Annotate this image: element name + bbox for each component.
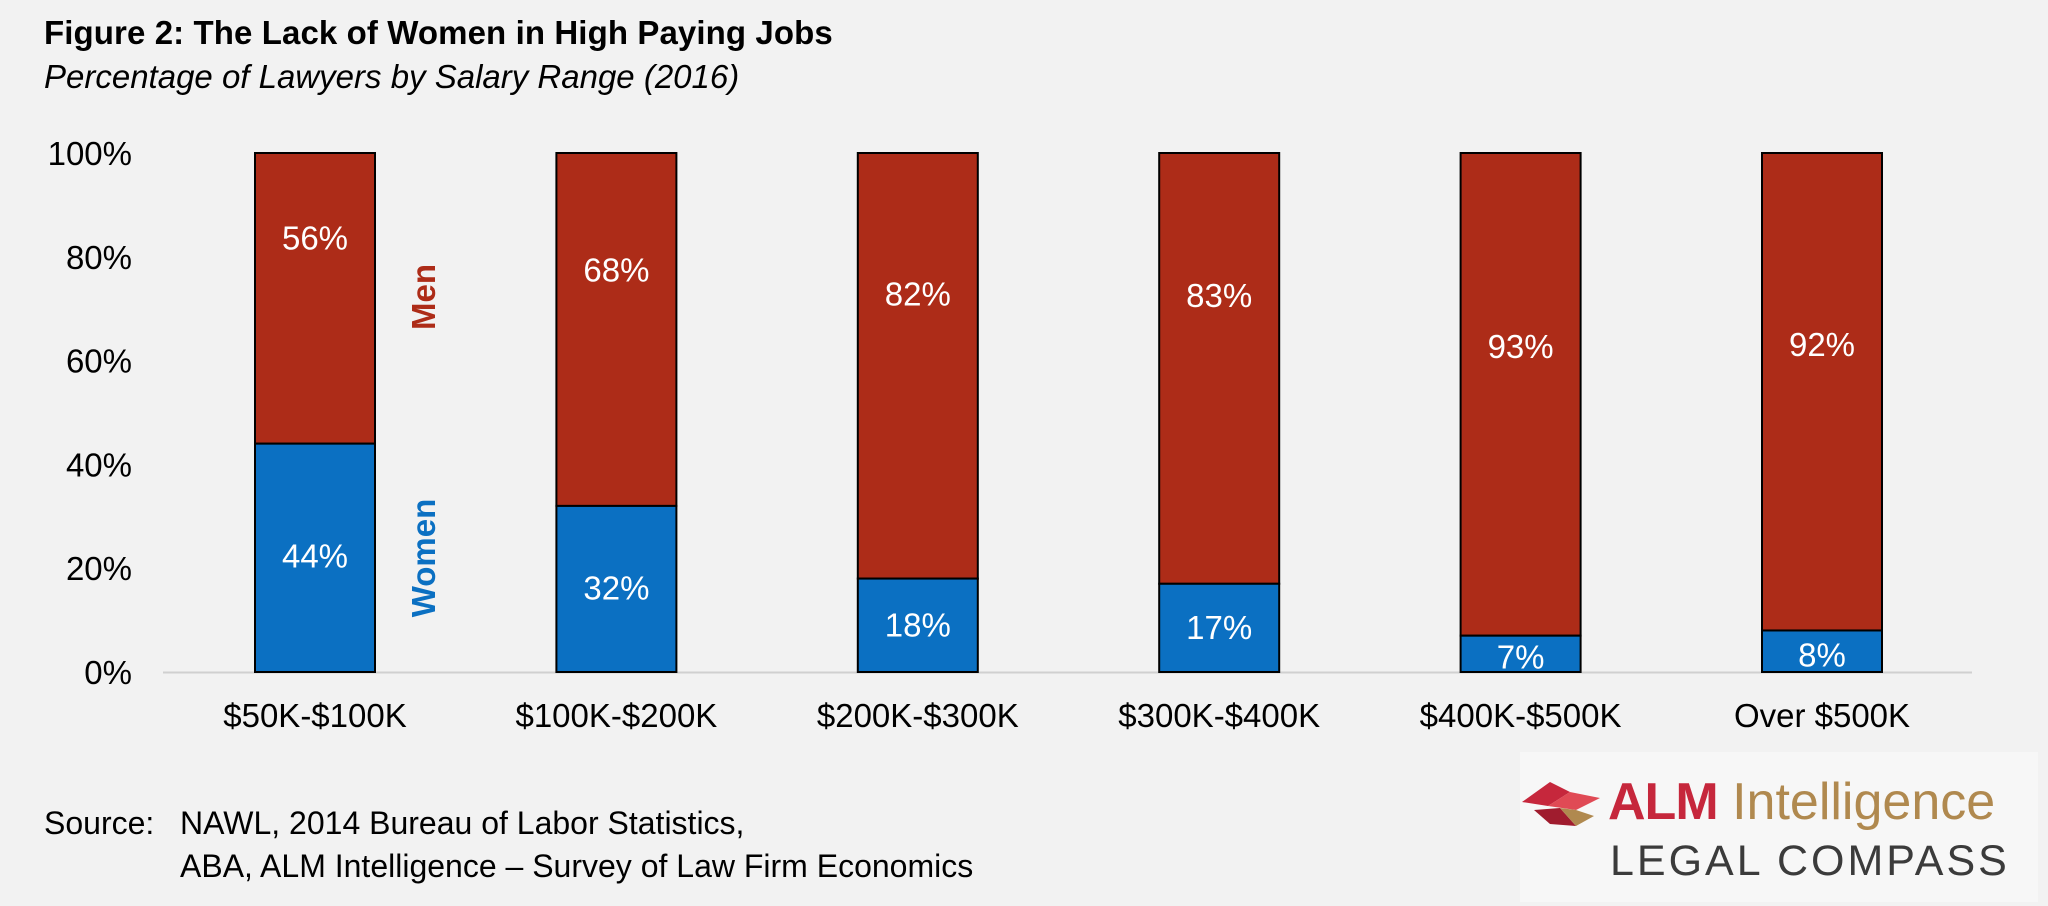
chart-subtitle: Percentage of Lawyers by Salary Range (2… <box>44 58 740 95</box>
bar-men <box>856 152 979 580</box>
series-label-women: Women <box>405 499 442 618</box>
y-tick-label: 40% <box>66 446 132 483</box>
bar-women <box>254 442 376 674</box>
data-label-women: 7% <box>1497 639 1545 676</box>
y-tick-label: 80% <box>66 239 132 276</box>
bar-women <box>555 504 678 674</box>
x-tick-label: $200K-$300K <box>817 697 1019 734</box>
source-line-1: NAWL, 2014 Bureau of Labor Statistics, <box>180 805 745 841</box>
data-label-men: 68% <box>583 251 649 288</box>
bar-men <box>1459 152 1582 637</box>
bar-women <box>1761 629 1883 673</box>
y-tick-label: 0% <box>84 654 132 691</box>
data-label-men: 93% <box>1488 328 1554 365</box>
data-label-women: 32% <box>583 569 649 606</box>
y-tick-label: 20% <box>66 550 132 587</box>
source-label: Source: <box>44 805 155 841</box>
bar-men <box>1761 152 1883 632</box>
logo-product: Intelligence <box>1732 773 1996 831</box>
alm-bird-icon <box>1522 782 1600 826</box>
x-tick-label: $100K-$200K <box>515 697 717 734</box>
data-label-women: 18% <box>885 606 951 643</box>
y-tick-label: 100% <box>48 135 132 172</box>
bar-men <box>254 152 376 445</box>
bar-men <box>1158 152 1281 585</box>
y-tick-label: 60% <box>66 343 132 380</box>
data-label-women: 8% <box>1798 637 1846 674</box>
logo-wordmark: ALM Intelligence <box>1608 774 1995 830</box>
logo-tagline: LEGAL COMPASS <box>1610 837 2010 885</box>
data-label-men: 83% <box>1186 277 1252 314</box>
bar-women <box>1459 634 1582 673</box>
x-tick-label: $300K-$400K <box>1118 697 1320 734</box>
data-label-women: 44% <box>282 538 348 575</box>
bar-men <box>555 152 678 507</box>
chart-title: Figure 2: The Lack of Women in High Payi… <box>44 14 833 51</box>
x-tick-label: Over $500K <box>1734 697 1910 734</box>
x-tick-label: $50K-$100K <box>223 697 406 734</box>
data-label-women: 17% <box>1186 609 1252 646</box>
logo-background <box>1520 752 2038 902</box>
data-label-men: 92% <box>1789 326 1855 363</box>
data-label-men: 82% <box>885 275 951 312</box>
bar-women <box>856 577 979 674</box>
bar-women <box>1158 582 1281 674</box>
source-line-2: ABA, ALM Intelligence – Survey of Law Fi… <box>180 848 974 884</box>
logo-brand: ALM <box>1608 773 1719 831</box>
data-label-men: 56% <box>282 219 348 256</box>
series-label-men: Men <box>405 264 442 330</box>
source-note: Source: NAWL, 2014 Bureau of Labor Stati… <box>44 802 973 888</box>
x-tick-label: $400K-$500K <box>1420 697 1622 734</box>
